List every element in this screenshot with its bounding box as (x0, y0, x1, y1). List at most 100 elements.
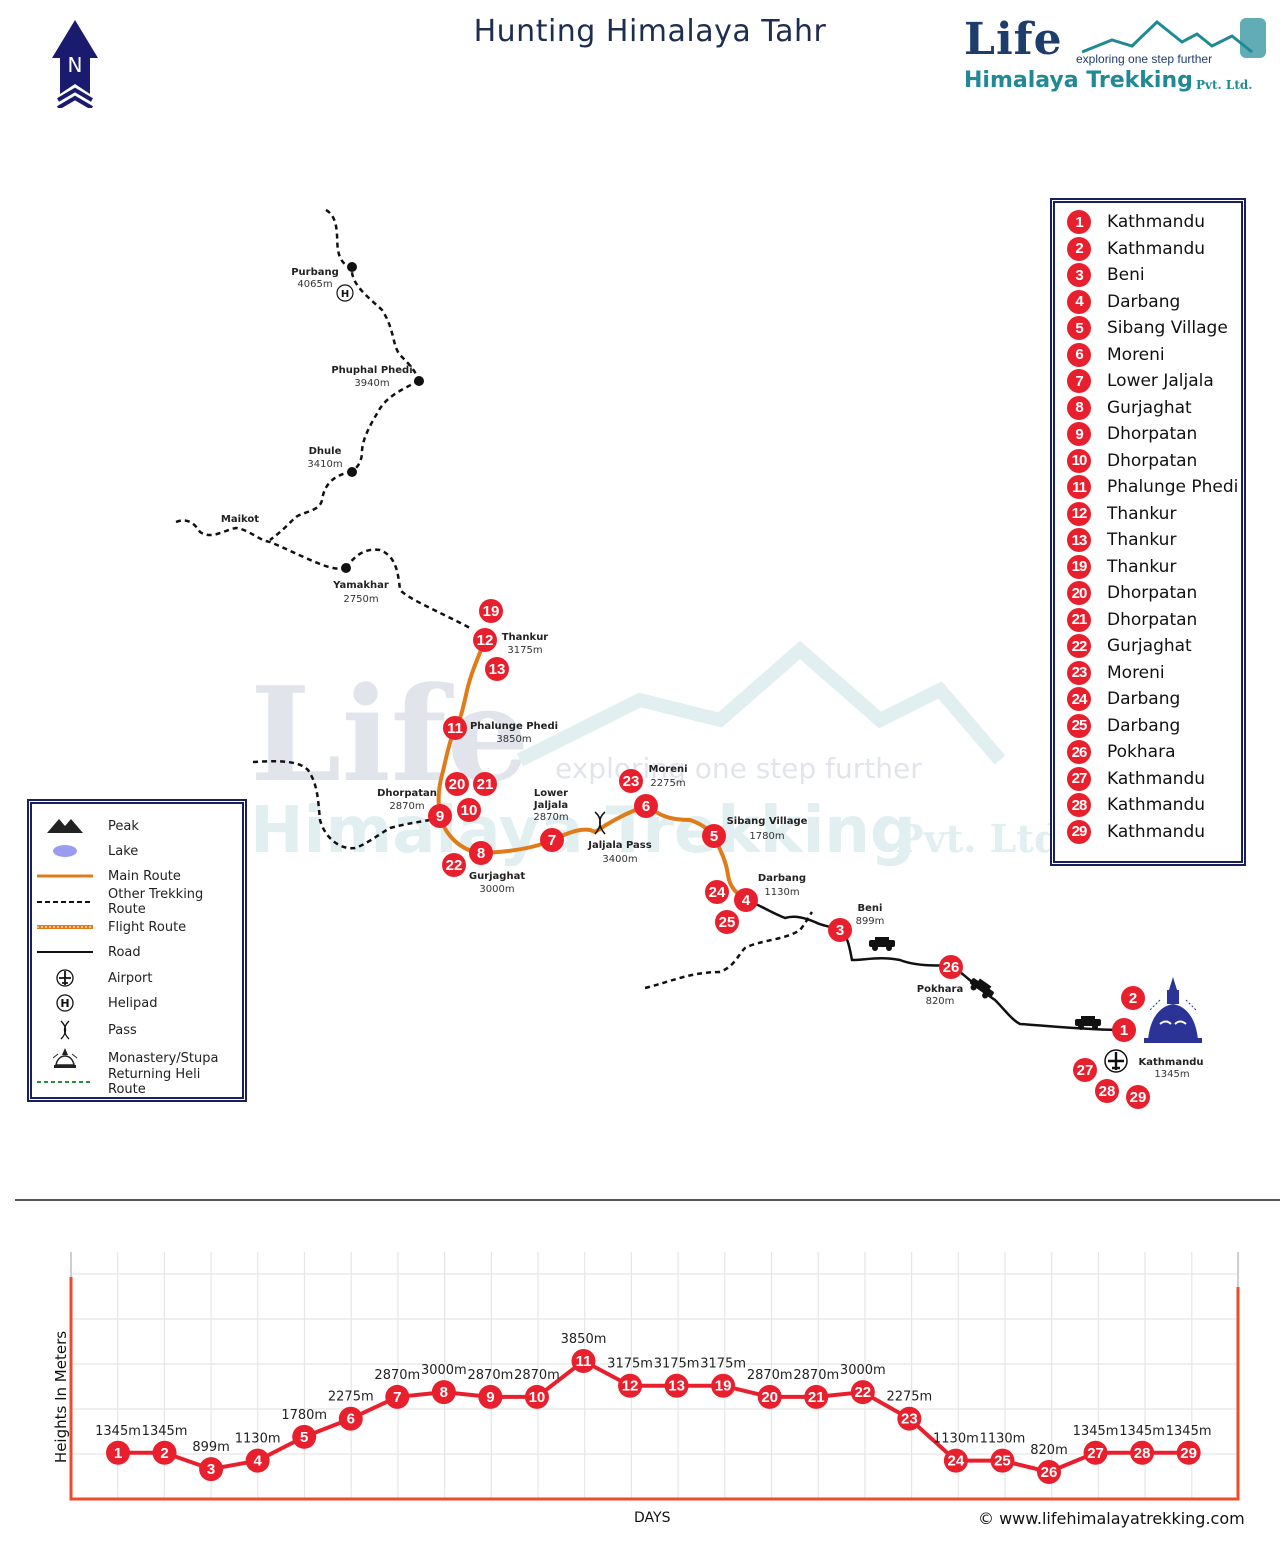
itinerary-place: Pokhara (1107, 742, 1176, 763)
svg-text:26: 26 (943, 959, 960, 976)
itinerary-place: Phalunge Phedi (1107, 477, 1239, 498)
map-badge: 25 (715, 910, 739, 934)
svg-text:Maikot: Maikot (221, 514, 259, 525)
legend-row: Monastery/Stupa (32, 1046, 242, 1070)
svg-text:5: 5 (300, 1429, 308, 1446)
svg-text:exploring one step further: exploring one step further (555, 752, 922, 785)
svg-text:3410m: 3410m (307, 459, 342, 470)
itinerary-place: Gurjaghat (1107, 397, 1192, 418)
logo-brand: Life (964, 14, 1063, 65)
svg-text:Jaljala: Jaljala (533, 800, 568, 811)
map-badge: 11 (443, 716, 467, 740)
svg-text:Phuphal Phedi: Phuphal Phedi (331, 365, 412, 376)
itinerary-item: 28 Kathmandu (1067, 792, 1241, 819)
svg-text:Jaljala Pass: Jaljala Pass (587, 840, 651, 851)
svg-text:899m: 899m (856, 916, 885, 927)
day-badge: 20 (1067, 581, 1091, 606)
svg-text:Moreni: Moreni (648, 764, 687, 775)
day-badge: 7 (1067, 369, 1091, 394)
stupa-icon (1144, 977, 1202, 1043)
map-badge: 7 (540, 828, 564, 852)
road (745, 898, 1125, 1032)
svg-text:3940m: 3940m (354, 378, 389, 389)
svg-text:3175m: 3175m (700, 1357, 746, 1372)
other-trek-route-icon (37, 901, 93, 903)
chart-x-axis-label: DAYS (634, 1510, 671, 1526)
day-badge: 29 (1067, 819, 1091, 844)
itinerary-place: Thankur (1107, 556, 1177, 577)
svg-text:21: 21 (477, 776, 494, 793)
map-badge: 1 (1112, 1018, 1136, 1042)
day-badge: 1 (1067, 210, 1091, 235)
purbang-dot (347, 262, 357, 272)
main-route-icon (37, 874, 93, 878)
svg-text:2870m: 2870m (533, 812, 568, 823)
svg-text:28: 28 (1099, 1083, 1116, 1100)
svg-text:24: 24 (948, 1453, 965, 1470)
day-badge: 19 (1067, 554, 1091, 579)
svg-text:23: 23 (623, 773, 640, 790)
map-badge: 28 (1095, 1079, 1119, 1103)
jeep-icon (1075, 1016, 1101, 1030)
svg-text:1130m: 1130m (764, 887, 799, 898)
legend-row: Peak (32, 814, 242, 838)
svg-text:1345m: 1345m (1119, 1424, 1165, 1439)
svg-text:Pokhara: Pokhara (917, 984, 963, 995)
itinerary-item: 6 Moreni (1067, 342, 1241, 369)
itinerary-place: Thankur (1107, 503, 1177, 524)
svg-text:24: 24 (709, 884, 726, 901)
itinerary-place: Dhorpatan (1107, 424, 1198, 445)
svg-text:4: 4 (742, 892, 751, 909)
svg-text:4: 4 (253, 1453, 262, 1470)
svg-text:4065m: 4065m (297, 279, 332, 290)
airport-icon (1104, 1049, 1128, 1073)
stupa-icon (52, 1048, 78, 1068)
airport-icon (56, 969, 74, 987)
legend-row: H Helipad (32, 991, 242, 1015)
svg-text:Darbang: Darbang (758, 873, 806, 884)
svg-text:820m: 820m (1030, 1443, 1067, 1458)
svg-text:12: 12 (477, 632, 494, 649)
itinerary-item: 25 Darbang (1067, 713, 1241, 740)
svg-text:1130m: 1130m (933, 1432, 979, 1447)
svg-text:10: 10 (529, 1389, 546, 1406)
map-badge: 4 (734, 888, 758, 912)
svg-text:9: 9 (436, 808, 444, 825)
itinerary-place: Kathmandu (1107, 821, 1206, 842)
place-dots (341, 262, 424, 573)
svg-text:2: 2 (160, 1445, 168, 1462)
day-badge: 28 (1067, 793, 1091, 818)
jeep-icons (869, 937, 1101, 1030)
itinerary-place: Kathmandu (1107, 768, 1206, 789)
day-badge: 5 (1067, 316, 1091, 341)
flight-route-icon (37, 925, 93, 929)
map-badge: 12 (473, 628, 497, 652)
itinerary-item: 12 Thankur (1067, 501, 1241, 528)
map-badge: 19 (479, 599, 503, 623)
itinerary-item: 9 Dhorpatan (1067, 421, 1241, 448)
legend-row: Airport (32, 966, 242, 990)
helipad-icon: H (56, 994, 74, 1012)
svg-text:6: 6 (347, 1411, 355, 1428)
svg-text:7: 7 (393, 1389, 401, 1406)
svg-text:Gurjaghat: Gurjaghat (469, 871, 525, 882)
itinerary-item: 1 Kathmandu (1067, 209, 1241, 236)
svg-text:5: 5 (710, 828, 718, 845)
svg-text:2275m: 2275m (886, 1390, 932, 1405)
section-divider (15, 1199, 1280, 1201)
jeep-icon (869, 937, 895, 951)
pass-icon (594, 811, 606, 835)
legend-row: Main Route (32, 864, 242, 888)
svg-text:Sibang Village: Sibang Village (727, 816, 808, 827)
svg-text:3850m: 3850m (561, 1332, 607, 1347)
legend-row: Lake (32, 839, 242, 863)
svg-text:19: 19 (483, 603, 500, 620)
svg-text:3000m: 3000m (479, 884, 514, 895)
chart-grid (70, 1252, 1240, 1499)
svg-text:1345m: 1345m (95, 1424, 141, 1439)
svg-text:Kathmandu: Kathmandu (1139, 1057, 1204, 1068)
svg-text:H: H (341, 289, 349, 300)
svg-text:Lower: Lower (534, 788, 568, 799)
itinerary-item: 29 Kathmandu (1067, 819, 1241, 846)
itinerary-place: Dhorpatan (1107, 609, 1198, 630)
